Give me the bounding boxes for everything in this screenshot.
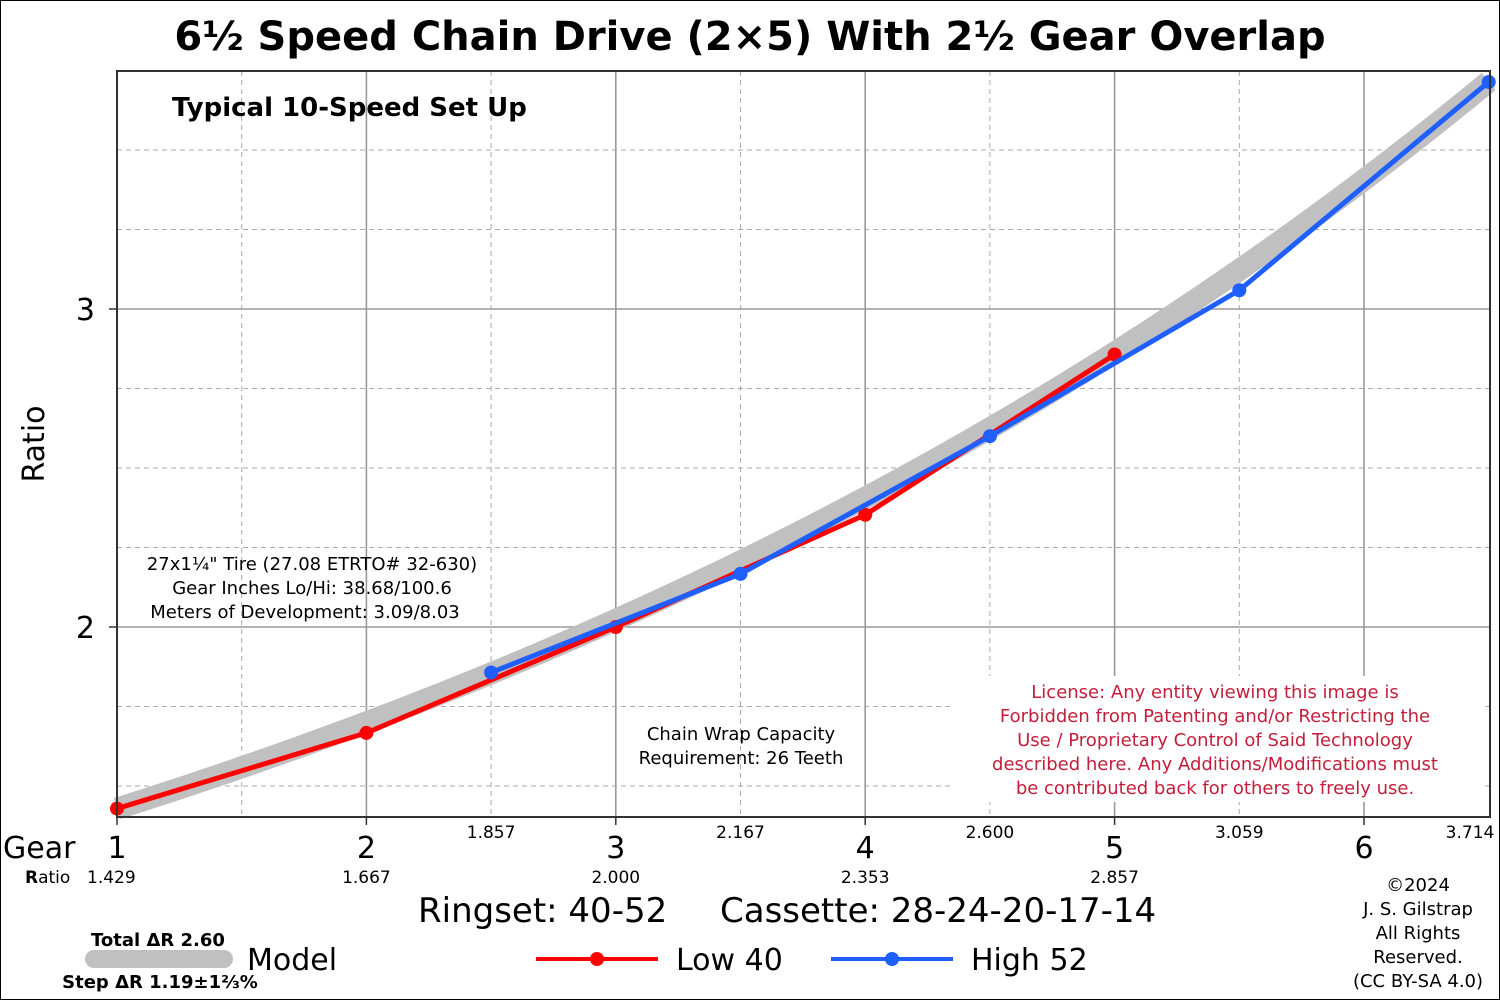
tire-info-line1: 27x1¼" Tire (27.08 ETRTO# 32-630) — [147, 554, 477, 575]
model-band — [113, 72, 1496, 820]
legend-high-marker — [885, 952, 899, 966]
y-tick-label: 3 — [76, 293, 95, 328]
chain-wrap-line2: Requirement: 26 Teeth — [639, 748, 844, 769]
license-line1: License: Any entity viewing this image i… — [1031, 682, 1398, 703]
low-series-point — [1107, 347, 1122, 362]
legend-model-label: Model — [247, 943, 337, 978]
ratio-tick-label-upper: 1.857 — [467, 823, 516, 843]
low-series-point — [359, 725, 374, 740]
gear-label: Gear — [3, 831, 76, 866]
y-ticks: 23 — [76, 293, 117, 646]
high-series-point — [1232, 283, 1247, 298]
license-line2: Forbidden from Patenting and/or Restrict… — [1000, 706, 1430, 727]
x-tick-label: 5 — [1105, 831, 1124, 866]
tire-info-line2: Gear Inches Lo/Hi: 38.68/100.6 — [172, 578, 452, 599]
ratio-tick-label-lower: 1.667 — [342, 868, 391, 888]
ratio-tick-label-lower: 2.000 — [591, 868, 640, 888]
tire-info-line3: Meters of Development: 3.09/8.03 — [150, 602, 460, 623]
ratio-tick-label-upper: 3.059 — [1215, 823, 1264, 843]
step-delta-text: Step ΔR 1.19±1⅔% — [62, 972, 258, 993]
copyright-line5: (CC BY-SA 4.0) — [1353, 971, 1483, 992]
series-lines — [110, 74, 1496, 816]
chart-subtitle: Typical 10-Speed Set Up — [172, 93, 527, 123]
ratio-label-rest: atio — [38, 868, 70, 888]
plot-frame — [116, 70, 1491, 818]
legend-low-label: Low 40 — [676, 943, 783, 978]
model-curve — [113, 72, 1496, 820]
ratio-tick-label-lower: 2.353 — [841, 868, 890, 888]
ratio-label-bold: R — [25, 868, 38, 888]
x-tick-label: 4 — [856, 831, 875, 866]
ratio-tick-label-upper: 2.167 — [716, 823, 765, 843]
y-tick-label: 2 — [76, 611, 95, 646]
ringset-text: Ringset: 40-52 — [418, 891, 667, 931]
copyright-line2: J. S. Gilstrap — [1362, 899, 1473, 920]
license-box — [953, 676, 1483, 802]
x-tick-label: 3 — [606, 831, 625, 866]
ratio-tick-label-lower: 1.429 — [87, 868, 136, 888]
total-delta-text: Total ΔR 2.60 — [91, 930, 225, 951]
ratio-tick-label-lower: 2.857 — [1090, 868, 1139, 888]
high-series-point — [733, 566, 748, 581]
legend-low-marker — [590, 952, 604, 966]
chain-wrap-line1: Chain Wrap Capacity — [647, 724, 836, 745]
license-line5: be contributed back for others to freely… — [1016, 778, 1414, 799]
legend-high-label: High 52 — [971, 943, 1088, 978]
license-line3: Use / Proprietary Control of Said Techno… — [1017, 730, 1413, 751]
high-series-point — [1481, 74, 1496, 89]
low-series-point — [858, 507, 873, 522]
license-line4: described here. Any Additions/Modificati… — [992, 754, 1438, 775]
x-ticks: 1 2 3 4 5 6 1.857 2.167 2.600 3.059 3.714 1.429 1.66… — [87, 817, 1494, 888]
x-tick-label: 6 — [1354, 831, 1373, 866]
copyright-line3: All Rights — [1376, 923, 1461, 944]
copyright-line1: ©2024 — [1386, 875, 1450, 896]
copyright-line4: Reserved. — [1373, 947, 1463, 968]
high-series-point — [982, 429, 997, 444]
ratio-tick-label-upper: 2.600 — [966, 823, 1015, 843]
chart-title: 6½ Speed Chain Drive (2×5) With 2½ Gear … — [174, 14, 1325, 60]
ratio-label: Ratio — [25, 868, 70, 888]
x-tick-label: 2 — [357, 831, 376, 866]
cassette-text: Cassette: 28-24-20-17-14 — [720, 891, 1156, 931]
y-axis-label: Ratio — [17, 405, 52, 482]
x-tick-label: 1 — [107, 831, 126, 866]
ratio-tick-label-upper: 3.714 — [1446, 823, 1495, 843]
high-series-point — [484, 665, 499, 680]
